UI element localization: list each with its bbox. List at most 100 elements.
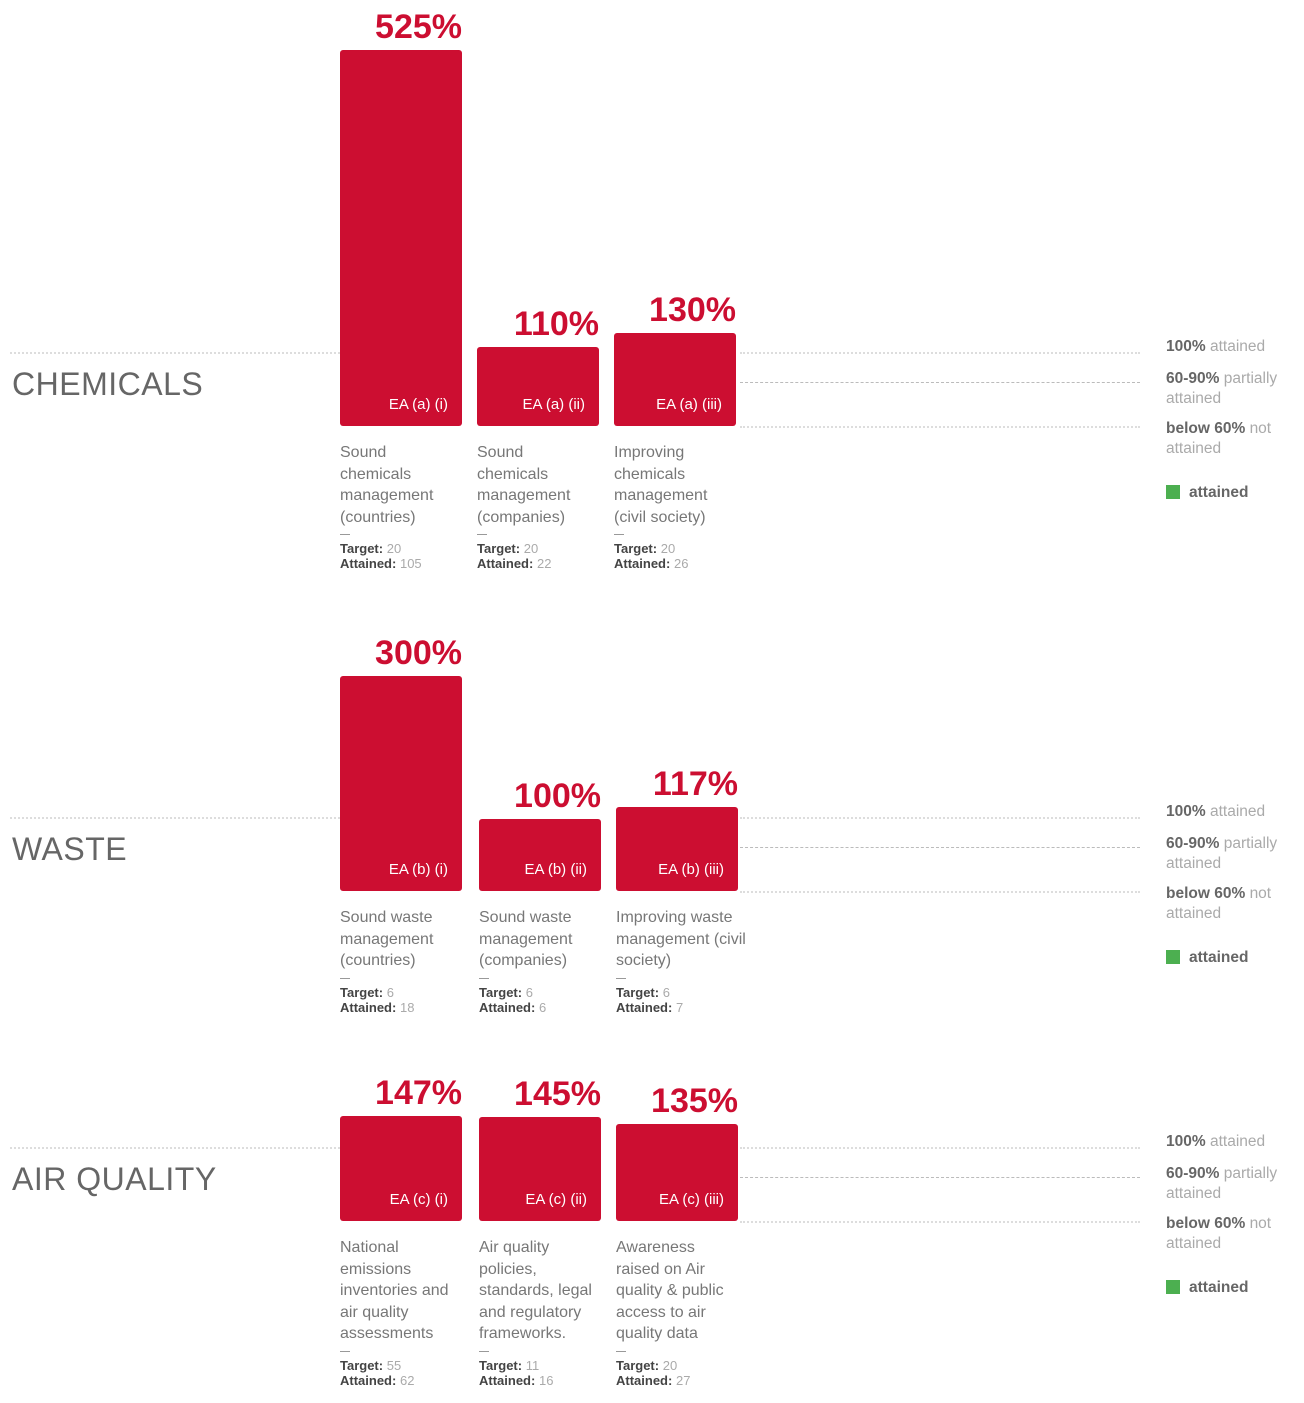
- attained: Attained: 27: [616, 1373, 690, 1388]
- target-label: Target:: [477, 541, 521, 556]
- bar: [340, 50, 462, 426]
- attained-label: Attained:: [477, 556, 534, 571]
- legend-text: not attained: [1166, 885, 1272, 922]
- description: Air quality policies, standards, legal a…: [479, 1239, 592, 1342]
- target-label: Target:: [340, 541, 384, 556]
- target-value: 55: [386, 1358, 402, 1373]
- legend-strong: 100%: [1166, 338, 1206, 355]
- value-label: 300%: [375, 634, 462, 673]
- bar: [477, 347, 599, 426]
- attained: Attained: 18: [340, 1000, 414, 1015]
- legend-strong: below 60%: [1166, 1215, 1246, 1232]
- target: Target: 11: [479, 1358, 553, 1373]
- reference-line: [10, 1147, 340, 1149]
- legend-text: not attained: [1166, 1215, 1272, 1252]
- target-value: 6: [386, 985, 394, 1000]
- description: Improving waste management (civil societ…: [616, 909, 746, 969]
- attained-value: 16: [538, 1373, 554, 1388]
- value-label: 145%: [514, 1075, 601, 1114]
- bar-label: EA (b) (iii): [658, 861, 724, 878]
- target-value: 20: [662, 1358, 678, 1373]
- attained: Attained: 16: [479, 1373, 553, 1388]
- attained-label: Attained:: [340, 556, 397, 571]
- target-box: Target: 6 Attained: 6: [479, 978, 546, 1015]
- attained-value: 105: [399, 556, 422, 571]
- dash: [340, 534, 350, 535]
- legend-strong: 60-90%: [1166, 1165, 1220, 1182]
- description: Awareness raised on Air quality & public…: [616, 1239, 724, 1342]
- bar: [616, 807, 738, 891]
- legend-swatch: [1166, 1280, 1180, 1294]
- reference-line: [740, 426, 1140, 428]
- legend-strong: below 60%: [1166, 420, 1246, 437]
- attained: Attained: 7: [616, 1000, 683, 1015]
- description: Sound chemicals management (companies): [477, 444, 571, 526]
- value-label: 117%: [652, 765, 738, 804]
- reference-line: [740, 1177, 1140, 1178]
- bar-label: EA (c) (iii): [659, 1191, 724, 1208]
- target-box: Target: 20 Attained: 26: [614, 534, 688, 571]
- description: Sound waste management (companies): [479, 909, 573, 969]
- attained-label: Attained:: [616, 1000, 673, 1015]
- dash: [614, 534, 624, 535]
- attained-value: 27: [675, 1373, 691, 1388]
- target-label: Target:: [340, 985, 384, 1000]
- dash: [479, 1351, 489, 1352]
- dash: [340, 1351, 350, 1352]
- bar: [616, 1124, 738, 1221]
- target: Target: 6: [479, 985, 546, 1000]
- target: Target: 6: [616, 985, 683, 1000]
- legend-strong: 100%: [1166, 1133, 1206, 1150]
- legend-swatch: [1166, 485, 1180, 499]
- value-label: 110%: [513, 305, 599, 344]
- target: Target: 55: [340, 1358, 414, 1373]
- description: National emissions inventories and air q…: [340, 1239, 449, 1342]
- legend-item: below 60% not attained: [1166, 419, 1301, 459]
- legend-text: attained: [1209, 803, 1266, 820]
- target: Target: 6: [340, 985, 414, 1000]
- attained: Attained: 105: [340, 556, 422, 571]
- attained: Attained: 62: [340, 1373, 414, 1388]
- bar-label: EA (b) (i): [388, 861, 448, 878]
- target-box: Target: 20 Attained: 27: [616, 1351, 690, 1388]
- chart-title: AIR QUALITY: [12, 1161, 217, 1197]
- reference-line: [740, 382, 1140, 383]
- legend-strong: below 60%: [1166, 885, 1246, 902]
- reference-line: [740, 817, 1140, 819]
- bar: [340, 676, 462, 891]
- legend-item: 100% attained: [1166, 802, 1301, 822]
- target-box: Target: 55 Attained: 62: [340, 1351, 414, 1388]
- target-value: 20: [660, 541, 676, 556]
- value-label: 130%: [649, 290, 736, 329]
- attained-value: 22: [536, 556, 552, 571]
- legend-item: 100% attained: [1166, 1132, 1301, 1152]
- target-value: 11: [525, 1358, 540, 1373]
- attained-label: Attained:: [479, 1373, 536, 1388]
- legend-text: attained: [1209, 1133, 1266, 1150]
- legend-item: 60-90% partially attained: [1166, 369, 1301, 409]
- legend-strong: attained: [1189, 484, 1249, 501]
- chart-title: CHEMICALS: [12, 366, 204, 402]
- attained-label: Attained:: [479, 1000, 536, 1015]
- bar-label: EA (b) (ii): [524, 861, 587, 878]
- bar-label: EA (c) (ii): [525, 1191, 587, 1208]
- legend-text: partially attained: [1166, 835, 1278, 872]
- target-label: Target:: [479, 985, 523, 1000]
- target-box: Target: 20 Attained: 105: [340, 534, 422, 571]
- legend-item: 60-90% partially attained: [1166, 834, 1301, 874]
- target-value: 20: [386, 541, 402, 556]
- target: Target: 20: [614, 541, 688, 556]
- target-label: Target:: [616, 985, 660, 1000]
- legend-text: attained: [1209, 338, 1266, 355]
- legend-item: attained: [1166, 1278, 1301, 1298]
- dash: [616, 1351, 626, 1352]
- legend-strong: 60-90%: [1166, 370, 1220, 387]
- attained-value: 62: [399, 1373, 415, 1388]
- target-label: Target:: [614, 541, 658, 556]
- dash: [477, 534, 487, 535]
- legend-text: not attained: [1166, 420, 1272, 457]
- attained-label: Attained:: [616, 1373, 673, 1388]
- bar-label: EA (a) (i): [388, 396, 448, 413]
- chart-title: WASTE: [12, 831, 128, 867]
